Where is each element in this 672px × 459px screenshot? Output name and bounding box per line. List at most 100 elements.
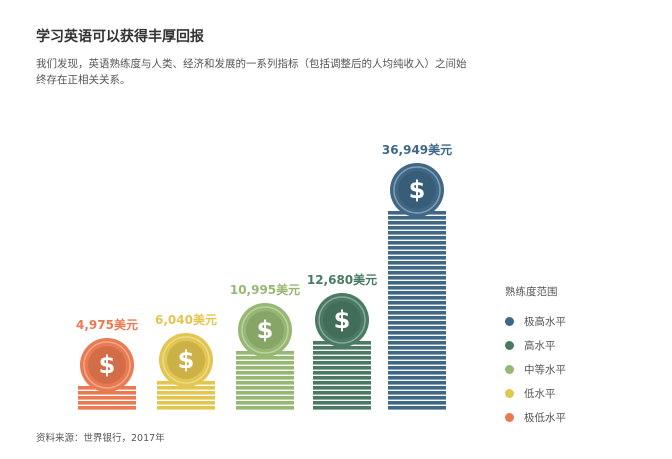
coin-stripe	[236, 391, 294, 395]
coin-stripe	[388, 326, 446, 330]
coin-rim	[162, 336, 210, 384]
coin-stripe	[313, 401, 371, 405]
coin-stripe	[157, 401, 215, 405]
coin-stripe	[313, 391, 371, 395]
legend-label: 极高水平	[524, 315, 566, 328]
coin-stripe	[313, 351, 371, 355]
coin-stripe	[388, 221, 446, 225]
coin-stripe	[388, 351, 446, 355]
coin-stripe	[157, 386, 215, 390]
coin-stripe	[236, 386, 294, 390]
legend-dot	[505, 412, 514, 422]
legend-dot	[505, 340, 514, 350]
coin-face	[398, 171, 436, 209]
data-label: 10,995美元	[230, 282, 300, 297]
coin-stripe	[313, 356, 371, 360]
coin-stripe	[388, 331, 446, 335]
legend-item: 低水平	[505, 381, 566, 405]
coin-stripe	[388, 296, 446, 300]
data-label: 6,040美元	[155, 312, 217, 327]
coin	[80, 338, 134, 392]
coin	[159, 333, 213, 387]
chart-subtitle: 我们发现，英语熟练度与人类、经济和发展的一系列指标（包括调整后的人均纯收入）之间…	[36, 58, 467, 86]
coin-stripe	[388, 316, 446, 320]
coin-stripe	[313, 396, 371, 400]
coin-stripe	[388, 321, 446, 325]
coin-stripe	[236, 361, 294, 365]
coin-face	[88, 346, 126, 384]
coin-stripe	[388, 341, 446, 345]
legend-label: 高水平	[524, 339, 556, 352]
coin-stripe	[313, 371, 371, 375]
coin-stripe	[388, 346, 446, 350]
coin-stack: $12,680美元	[307, 272, 377, 410]
coin-stripe	[157, 391, 215, 395]
coin-stripe	[236, 376, 294, 380]
coin-stripe	[388, 266, 446, 270]
legend-title: 熟练度范围	[505, 286, 558, 298]
coin-stripe	[236, 406, 294, 410]
legend-label: 极低水平	[524, 411, 566, 424]
coin	[315, 293, 369, 347]
coin-stripe	[313, 381, 371, 385]
coin-stripe	[388, 241, 446, 245]
legend-label: 低水平	[524, 387, 556, 400]
data-label: 4,975美元	[76, 317, 138, 332]
coin	[238, 303, 292, 357]
coin-stripe	[388, 386, 446, 390]
coin-stripe	[388, 276, 446, 280]
coin-stripe	[388, 216, 446, 220]
legend-dot	[505, 316, 514, 326]
coin-stripe	[388, 311, 446, 315]
coin-stripe	[388, 361, 446, 365]
coin-stripe	[78, 401, 136, 405]
coin-stripe	[388, 336, 446, 340]
coin-stack: $4,975美元	[76, 317, 138, 410]
coin-stripe	[388, 381, 446, 385]
coin-stripe	[388, 271, 446, 275]
coin-stripe	[388, 301, 446, 305]
coin-stripe	[157, 396, 215, 400]
coin-stripe	[388, 281, 446, 285]
coin-stripe	[388, 236, 446, 240]
source-note: 资料来源：世界银行，2017年	[36, 433, 165, 444]
legend-item: 中等水平	[505, 357, 566, 381]
chart-title: 学习英语可以获得丰厚回报	[36, 29, 204, 45]
coin-stripe	[388, 356, 446, 360]
coin-stripe	[388, 246, 446, 250]
dollar-coin-icon: $	[178, 346, 195, 374]
legend-dot	[505, 364, 514, 374]
coin-stripe	[388, 291, 446, 295]
coin-stripe	[236, 366, 294, 370]
dollar-coin-icon: $	[334, 306, 351, 334]
coin-stripe	[388, 251, 446, 255]
dollar-coin-icon: $	[99, 351, 116, 379]
legend-item: 极高水平	[505, 309, 566, 333]
legend: 熟练度范围 极高水平 高水平 中等水平 低水平 极低水平	[505, 284, 566, 429]
coin-stripe	[78, 406, 136, 410]
coin-stripe	[313, 361, 371, 365]
coin-stack: $36,949美元	[382, 142, 452, 410]
coin-stripe	[236, 396, 294, 400]
coin-face	[323, 301, 361, 339]
coin-stripe	[236, 371, 294, 375]
coin	[390, 163, 444, 217]
coin-stripe	[388, 366, 446, 370]
coin-rim	[393, 166, 441, 214]
data-label: 36,949美元	[382, 142, 452, 157]
coin-stripe	[388, 371, 446, 375]
coin-stripe	[388, 306, 446, 310]
coin-stripe	[388, 261, 446, 265]
coin-stripe	[313, 386, 371, 390]
coin-stack: $10,995美元	[230, 282, 300, 410]
dollar-coin-icon: $	[257, 316, 274, 344]
coin-stripe	[388, 231, 446, 235]
coin-stripe	[236, 401, 294, 405]
data-label: 12,680美元	[307, 272, 377, 287]
coin-stripe	[388, 256, 446, 260]
coin-stripe	[388, 286, 446, 290]
coin-stripe	[78, 396, 136, 400]
dollar-coin-icon: $	[409, 176, 426, 204]
legend-item: 极低水平	[505, 405, 566, 429]
